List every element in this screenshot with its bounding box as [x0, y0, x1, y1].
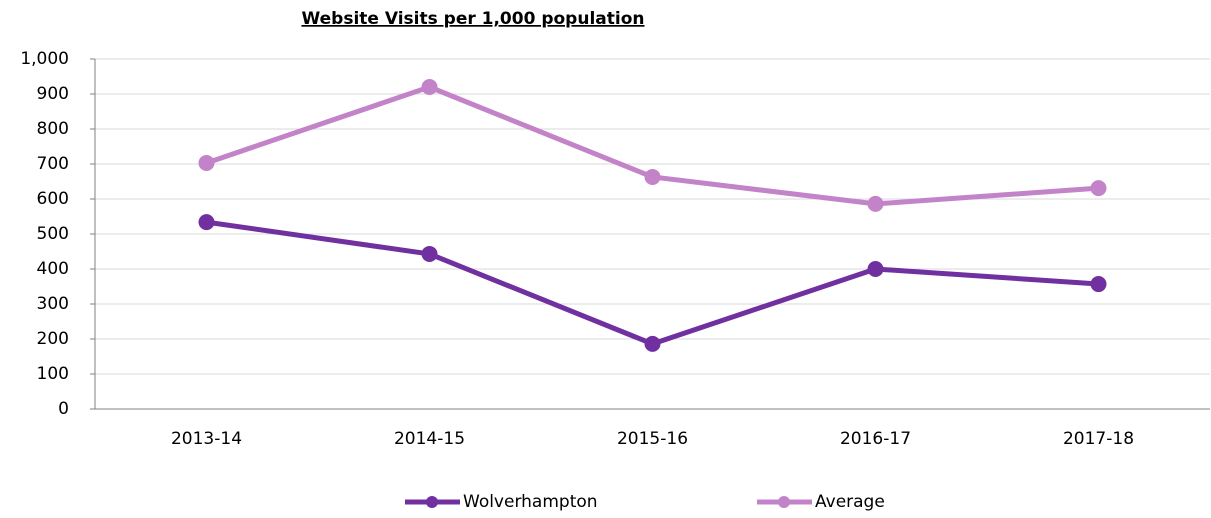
- data-point: [1090, 276, 1107, 293]
- x-tick-label: 2014-15: [394, 429, 465, 449]
- data-point: [867, 261, 884, 277]
- y-tick-label: 600: [37, 189, 69, 209]
- y-tick-label: 700: [37, 154, 69, 174]
- y-tick-label: 100: [37, 364, 69, 384]
- x-tick-label: 2017-18: [1063, 429, 1134, 449]
- legend-marker: [778, 496, 790, 508]
- y-tick-label: 300: [37, 294, 69, 314]
- data-point: [421, 79, 438, 95]
- y-tick-label: 400: [37, 259, 69, 279]
- y-tick-label: 500: [37, 224, 69, 244]
- series-line: [205, 84, 1099, 207]
- data-point: [1090, 180, 1107, 197]
- y-tick-label: 1,000: [20, 49, 69, 69]
- y-tick-label: 800: [37, 119, 69, 139]
- data-point: [867, 195, 884, 212]
- series-line: [206, 219, 1099, 347]
- y-tick-label: 900: [37, 84, 69, 104]
- data-point: [198, 154, 215, 171]
- y-tick-label: 200: [37, 329, 69, 349]
- x-tick-label: 2016-17: [840, 429, 911, 449]
- legend-marker: [426, 496, 438, 508]
- y-tick-label: 0: [58, 399, 69, 419]
- legend-label: Wolverhampton: [463, 492, 598, 512]
- data-point: [644, 335, 661, 352]
- legend-label: Average: [815, 492, 885, 512]
- x-tick-label: 2015-16: [617, 429, 688, 449]
- data-point: [644, 168, 661, 185]
- data-point: [421, 245, 438, 262]
- chart-title: Website Visits per 1,000 population: [301, 9, 644, 29]
- data-point: [198, 214, 215, 231]
- x-tick-label: 2013-14: [171, 429, 242, 449]
